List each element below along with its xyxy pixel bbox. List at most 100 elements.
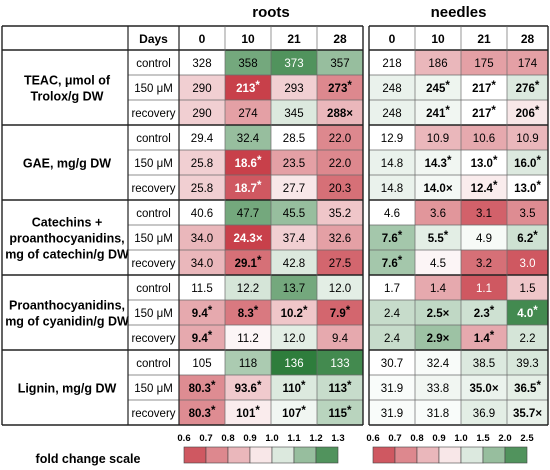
cell-number: 42.8 (283, 258, 305, 270)
needles-legend-swatch (482, 446, 506, 464)
needles-cell-bg (507, 150, 548, 175)
needles-cell-value: 2.4 (384, 308, 401, 320)
needles-cell-value: 14.3* (425, 155, 452, 170)
needles-cell-value: 3.6 (430, 208, 446, 220)
roots-cell-value: 290 (192, 108, 211, 120)
needles-cell-bg (461, 200, 507, 225)
metric-label-2-line-1: proanthocyanidins, (9, 232, 124, 246)
needles-cell-value: 31.9 (381, 408, 403, 420)
needles-cell-value: 248 (382, 83, 401, 95)
roots-legend-swatch (205, 446, 229, 464)
cell-number: 12.4 (471, 183, 494, 195)
roots-cell-value: 27.5 (329, 258, 351, 270)
condition-label: recovery (131, 258, 175, 270)
needles-cell-bg (369, 275, 415, 300)
cell-number: 293 (284, 83, 303, 95)
cell-number: 29.1 (235, 258, 258, 270)
condition-label: 150 μM (134, 83, 173, 95)
cell-significance-mark: * (445, 80, 450, 92)
roots-cell-value: 32.6 (329, 233, 351, 245)
roots-cell-value: 9.4 (332, 333, 349, 345)
cell-number: 118 (239, 358, 257, 370)
needles-cell-value: 217* (472, 105, 496, 120)
metric-label-3-line-1: mg of cyanidin/g DW (5, 315, 129, 329)
roots-cell-value: 45.5 (283, 208, 305, 220)
metric-label-0-line-0: TEAC, μmol of (24, 74, 111, 88)
cell-significance-mark: * (303, 305, 308, 317)
cell-number: 22.0 (329, 158, 351, 170)
needles-cell-bg (461, 400, 507, 425)
cell-number: 33.8 (427, 383, 449, 395)
needles-cell-bg (415, 200, 461, 225)
roots-cell-bg (317, 350, 363, 375)
needles-cell-value: 31.8 (427, 408, 449, 420)
roots-cell-bg (271, 350, 317, 375)
needles-cell-value: 1.4* (474, 330, 495, 345)
roots-legend-tick: 1.0 (265, 433, 278, 444)
needles-legend-tick: 0.6 (366, 433, 379, 444)
cell-number: 218 (382, 58, 401, 70)
condition-label: 150 μM (134, 158, 173, 170)
roots-legend-tick: 0.9 (243, 433, 256, 444)
cell-significance-mark: * (255, 405, 260, 417)
cell-significance-mark: * (444, 230, 449, 242)
cell-number: 80.3 (189, 383, 211, 395)
needles-cell-value: 7.6* (382, 230, 403, 245)
roots-cell-bg (271, 375, 317, 400)
condition-label: 150 μM (134, 308, 173, 320)
needles-cell-bg (415, 125, 461, 150)
roots-cell-bg (225, 250, 271, 275)
needles-cell-value: 32.4 (427, 358, 450, 370)
roots-cell-value: 9.4* (192, 305, 213, 320)
cell-number: 40.6 (191, 208, 213, 220)
cell-number: 1.1 (476, 283, 492, 295)
roots-cell-value: 10.2* (281, 305, 308, 320)
cell-number: 32.6 (329, 233, 351, 245)
cell-number: 3.6 (430, 208, 446, 220)
cell-significance-mark: * (211, 380, 216, 392)
roots-cell-value: 42.8 (283, 258, 305, 270)
roots-legend-tick: 0.7 (199, 433, 212, 444)
cell-number: 213 (236, 83, 255, 95)
cell-significance-mark: * (398, 230, 403, 242)
cell-number: 28.5 (283, 133, 305, 145)
needles-cell-value: 186 (428, 58, 447, 70)
cell-number: 25.8 (191, 183, 213, 195)
cell-significance-mark: * (257, 180, 262, 192)
cell-significance-mark: * (398, 255, 403, 267)
cell-number: 3.2 (476, 258, 492, 270)
needles-cell-bg (415, 175, 461, 200)
roots-legend-swatch (293, 446, 317, 464)
roots-cell-bg (317, 150, 363, 175)
roots-cell-bg (225, 50, 271, 75)
roots-legend-swatch (227, 446, 251, 464)
needles-day-header-0: 0 (389, 32, 396, 46)
needles-cell-bg (507, 325, 548, 350)
roots-cell-bg (225, 375, 271, 400)
cell-number: 31.9 (381, 408, 403, 420)
condition-label: control (136, 58, 171, 70)
needles-cell-bg (461, 250, 507, 275)
cell-number: 217 (472, 108, 491, 120)
needles-cell-value: 4.5 (430, 258, 446, 270)
cell-significance-mark: * (490, 330, 495, 342)
needles-day-header-21: 21 (477, 32, 491, 46)
needles-cell-bg (415, 250, 461, 275)
cell-number: 34.0 (191, 233, 213, 245)
roots-legend-tick: 1.1 (287, 433, 301, 444)
needles-cell-bg (461, 375, 507, 400)
roots-cell-value: 24.3× (233, 233, 262, 245)
cell-number: 80.3 (189, 408, 211, 420)
cell-number: 7.9 (330, 308, 346, 320)
cell-number: 105 (192, 358, 211, 370)
needles-cell-value: 12.9 (381, 133, 403, 145)
cell-number: 358 (238, 58, 257, 70)
cell-significance-mark: * (491, 105, 496, 117)
needles-cell-value: 36.9 (473, 408, 495, 420)
cell-number: 35.2 (329, 208, 351, 220)
cell-number: 328 (192, 58, 211, 70)
roots-cell-bg (225, 275, 271, 300)
roots-cell-value: 22.0 (329, 158, 351, 170)
cell-number: 12.0 (329, 283, 351, 295)
cell-number: 13.7 (283, 283, 305, 295)
